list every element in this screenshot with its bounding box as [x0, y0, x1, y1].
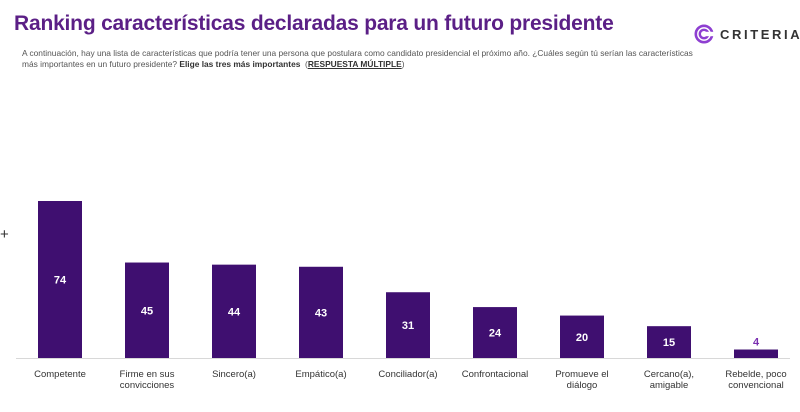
bar: [473, 307, 517, 358]
question-paren-open: (: [305, 59, 308, 69]
category-label: Cercano(a), amigable: [644, 369, 694, 391]
question-text: A continuación, hay una lista de caracte…: [22, 48, 702, 70]
question-instruction: Elige las tres más importantes: [179, 59, 301, 69]
bar: [125, 262, 169, 358]
bar: [560, 315, 604, 358]
question-paren-close: ): [401, 59, 405, 69]
category-label: Confrontacional: [462, 369, 529, 380]
page-title: Ranking características declaradas para …: [14, 12, 614, 35]
data-label: 24: [489, 328, 502, 340]
category-label: Empático(a): [295, 369, 346, 380]
data-label: 20: [576, 332, 588, 344]
category-label: Sincero(a): [212, 369, 256, 380]
criteria-logo: CRITERIA: [694, 24, 800, 44]
data-label: 45: [141, 305, 153, 317]
data-label: 4: [753, 337, 760, 349]
bar: [212, 264, 256, 358]
side-marker: +: [0, 226, 9, 243]
bar: [647, 326, 691, 358]
criteria-logo-icon: [694, 24, 714, 44]
category-label: Rebelde, poco convencional: [725, 369, 786, 391]
bar: [299, 266, 343, 358]
bar: [38, 201, 82, 358]
category-label: Conciliador(a): [378, 369, 437, 380]
category-label: Promueve el diálogo: [555, 369, 608, 391]
data-label: 44: [228, 306, 241, 318]
bar: [734, 349, 778, 358]
question-response-type: RESPUESTA MÚLTIPLE: [307, 59, 402, 69]
data-label: 74: [54, 275, 67, 287]
question-body: A continuación, hay una lista de caracte…: [22, 48, 693, 69]
bar: [386, 292, 430, 358]
category-label: Firme en sus convicciones: [120, 369, 175, 391]
logo-text: CRITERIA: [720, 26, 800, 42]
data-label: 31: [402, 320, 414, 332]
data-label: 15: [663, 337, 675, 349]
data-label: 43: [315, 307, 327, 319]
category-label: Competente: [34, 369, 86, 380]
